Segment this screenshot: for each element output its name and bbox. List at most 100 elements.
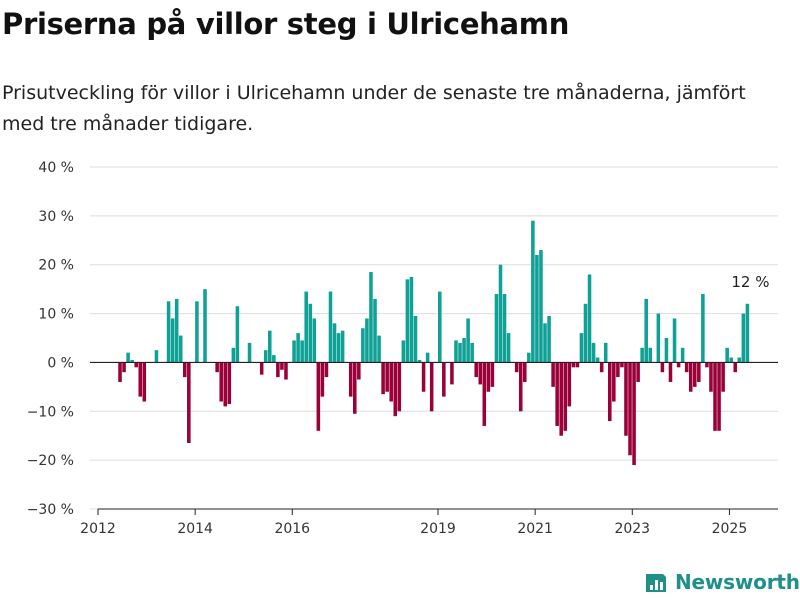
chart-subtitle: Prisutveckling för villor i Ulricehamn u… [2, 82, 746, 135]
bar [365, 318, 369, 363]
bar [393, 362, 398, 417]
x-tick-label: 2014 [177, 521, 213, 537]
bar [624, 362, 628, 436]
bar [223, 362, 228, 407]
y-tick-label: 10 % [38, 307, 74, 323]
bar [660, 362, 665, 373]
bar [587, 274, 592, 363]
y-tick-label: 0 % [47, 355, 74, 371]
bar [219, 362, 223, 402]
bar [567, 362, 572, 407]
bar [482, 362, 487, 426]
newsworthy-logo-icon [646, 574, 666, 592]
bar [543, 323, 547, 363]
bar [138, 362, 143, 397]
bar [612, 362, 616, 402]
y-tick-label: −30 % [27, 502, 74, 518]
x-tick-label: 2012 [80, 521, 116, 537]
bar [579, 333, 584, 363]
bar [563, 362, 568, 431]
bar [539, 250, 543, 363]
bar [462, 338, 466, 363]
bar [672, 318, 677, 363]
brand: Newsworthy [643, 566, 800, 598]
bar [616, 362, 620, 378]
bar [478, 362, 483, 385]
bar [300, 340, 304, 363]
bar [413, 316, 418, 363]
bar [312, 318, 317, 363]
bar [361, 328, 365, 363]
bar [518, 362, 523, 412]
bar [353, 362, 357, 414]
bar [502, 294, 507, 363]
bar [174, 298, 179, 363]
bar [595, 357, 600, 363]
y-tick-label: 40 % [38, 160, 74, 176]
bar [498, 264, 503, 363]
bar [608, 362, 612, 422]
bar [373, 298, 377, 363]
axes [90, 361, 778, 515]
bar [527, 352, 531, 363]
bar [705, 362, 709, 368]
bar [454, 340, 458, 363]
bar [357, 362, 361, 380]
bar [183, 362, 187, 378]
bar [733, 362, 738, 373]
bar [442, 362, 446, 397]
bar [235, 306, 240, 363]
bar [575, 362, 580, 368]
bar [259, 362, 264, 375]
bar [571, 362, 576, 368]
bar [280, 362, 284, 370]
bar [547, 316, 551, 363]
bar [328, 291, 333, 363]
bar [304, 291, 308, 363]
bar [215, 362, 219, 373]
bar [559, 362, 563, 436]
bar [324, 362, 329, 378]
bar [684, 362, 689, 373]
bar [693, 362, 697, 387]
bar [369, 272, 373, 363]
bar [134, 362, 138, 368]
x-tick-label: 2019 [420, 521, 456, 537]
bar [632, 362, 636, 466]
bar [130, 359, 134, 363]
y-tick-label: 20 % [38, 258, 74, 274]
bar [591, 342, 596, 363]
bar [320, 362, 325, 397]
bar [340, 330, 345, 363]
bar [737, 357, 742, 363]
x-tick-label: 2021 [517, 521, 553, 537]
bar [332, 323, 337, 363]
bar [628, 362, 632, 456]
bar [405, 279, 410, 363]
brand-name: Newsworthy [675, 570, 800, 594]
bar [486, 362, 491, 392]
bar [644, 298, 648, 363]
last-value-label: 12 % [731, 273, 769, 291]
bar [421, 362, 426, 392]
bar [474, 362, 478, 378]
bar [721, 362, 725, 392]
bar [227, 362, 232, 404]
bar-chart: −30 % −20 % −10 % 0 % 10 % 20 % 30 % 40 % 2012 20… [27, 160, 778, 537]
bar [450, 362, 454, 385]
bar [425, 352, 430, 363]
chart-title: Priserna på villor steg i Ulricehamn [2, 7, 570, 41]
bar [535, 254, 539, 363]
bar [268, 330, 272, 363]
bar [203, 289, 207, 363]
bar [656, 313, 661, 363]
bar [336, 333, 341, 363]
bar [247, 342, 252, 363]
bar [385, 362, 389, 392]
bar [470, 342, 474, 363]
bar [438, 291, 442, 363]
bars [118, 220, 750, 466]
bar [284, 362, 288, 380]
bar [417, 359, 422, 363]
bar [583, 303, 588, 363]
